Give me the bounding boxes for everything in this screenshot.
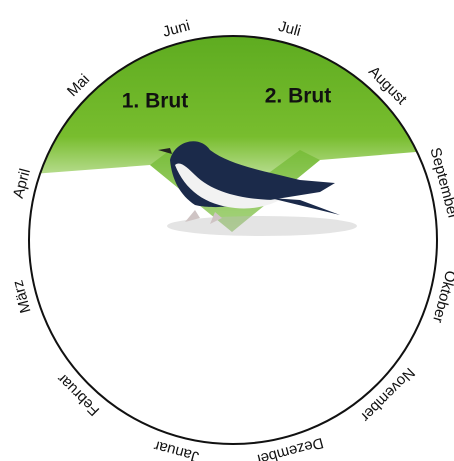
month-label: April (10, 167, 34, 200)
brood-label: 1. Brut (122, 90, 189, 113)
month-label: September (426, 146, 454, 221)
brood-calendar: 1. Brut 2. Brut JanuarFebruarMärzAprilMa… (0, 0, 454, 461)
month-label: Februar (54, 370, 103, 419)
brood-label: 2. Brut (265, 85, 332, 108)
month-label: Juni (161, 17, 192, 41)
month-label: Juli (276, 18, 302, 40)
month-label: März (9, 278, 34, 315)
month-label: Dezember (254, 434, 325, 461)
